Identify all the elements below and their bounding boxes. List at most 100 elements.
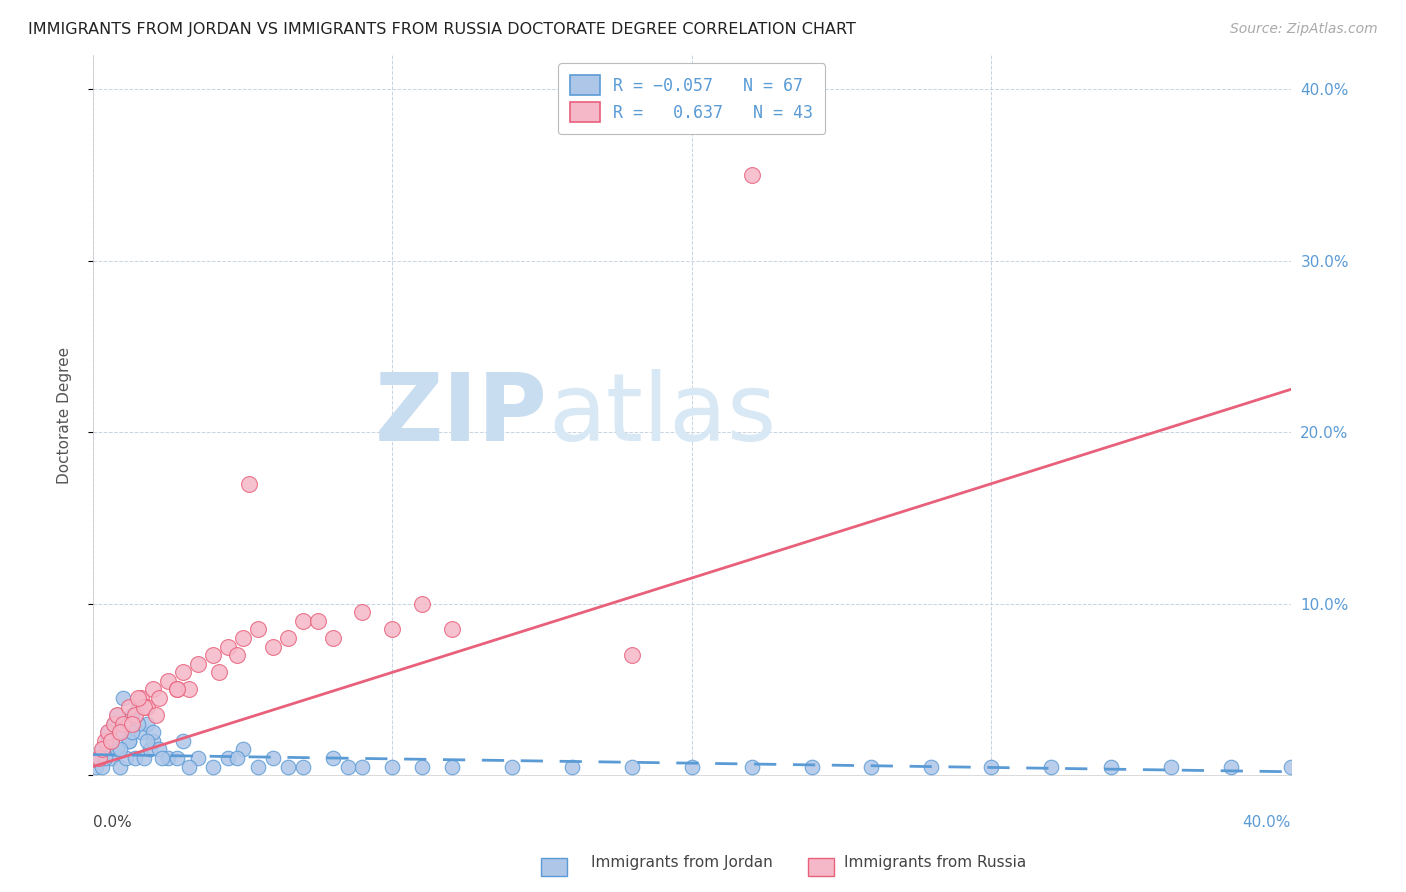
Point xyxy=(352,759,374,773)
Point xyxy=(108,759,131,773)
Point xyxy=(132,699,155,714)
Point xyxy=(1040,759,1063,773)
Point xyxy=(322,631,344,645)
Text: Immigrants from Jordan: Immigrants from Jordan xyxy=(591,855,772,870)
Point xyxy=(156,751,179,765)
Point xyxy=(291,759,314,773)
Point xyxy=(100,734,122,748)
Text: Immigrants from Russia: Immigrants from Russia xyxy=(844,855,1026,870)
Point xyxy=(336,759,359,773)
Point xyxy=(87,751,110,765)
Point xyxy=(620,648,643,662)
Point xyxy=(100,734,122,748)
Point xyxy=(108,742,131,756)
Point xyxy=(100,751,122,765)
Point xyxy=(121,725,143,739)
Point xyxy=(94,751,117,765)
Point xyxy=(177,682,200,697)
Point xyxy=(94,742,117,756)
Point xyxy=(105,708,128,723)
Point xyxy=(741,759,763,773)
Point xyxy=(166,682,188,697)
Point xyxy=(91,759,114,773)
Point xyxy=(225,751,247,765)
Point xyxy=(501,759,523,773)
Point xyxy=(1099,759,1122,773)
Text: Source: ZipAtlas.com: Source: ZipAtlas.com xyxy=(1230,22,1378,37)
Point xyxy=(352,605,374,619)
Point xyxy=(411,597,433,611)
Point xyxy=(150,751,173,765)
Point xyxy=(84,759,107,773)
Point xyxy=(135,734,157,748)
Point xyxy=(97,734,120,748)
Point xyxy=(132,751,155,765)
Point xyxy=(246,759,269,773)
Point xyxy=(166,751,188,765)
Point xyxy=(232,742,254,756)
Point xyxy=(124,708,146,723)
Y-axis label: Doctorate Degree: Doctorate Degree xyxy=(58,347,72,483)
Point xyxy=(232,631,254,645)
Point xyxy=(201,648,224,662)
Point xyxy=(187,751,209,765)
Point xyxy=(108,725,131,739)
Point xyxy=(111,725,134,739)
Point xyxy=(1160,759,1182,773)
Point xyxy=(208,665,231,680)
Point xyxy=(411,759,433,773)
Point xyxy=(800,759,823,773)
Point xyxy=(277,759,299,773)
Point xyxy=(139,742,162,756)
Point xyxy=(441,623,464,637)
Point xyxy=(381,623,404,637)
Point xyxy=(105,708,128,723)
Point xyxy=(860,759,883,773)
Text: 40.0%: 40.0% xyxy=(1243,814,1291,830)
Point xyxy=(127,699,149,714)
Point xyxy=(172,665,194,680)
Point xyxy=(118,734,141,748)
Point xyxy=(115,751,138,765)
Point xyxy=(142,682,165,697)
Point xyxy=(118,699,141,714)
Point xyxy=(121,716,143,731)
Point xyxy=(118,734,141,748)
Point xyxy=(620,759,643,773)
Point xyxy=(87,751,110,765)
Point xyxy=(381,759,404,773)
Text: atlas: atlas xyxy=(548,369,776,461)
Point xyxy=(262,751,284,765)
Point xyxy=(124,751,146,765)
Point xyxy=(103,716,125,731)
Point xyxy=(91,742,114,756)
Point xyxy=(145,708,167,723)
Point xyxy=(920,759,942,773)
Legend: R = −0.057   N = 67, R =   0.637   N = 43: R = −0.057 N = 67, R = 0.637 N = 43 xyxy=(558,63,825,134)
Point xyxy=(681,759,703,773)
Point xyxy=(441,759,464,773)
Point xyxy=(187,657,209,671)
Point xyxy=(201,759,224,773)
Point xyxy=(94,734,117,748)
Point xyxy=(135,716,157,731)
Point xyxy=(142,725,165,739)
Point xyxy=(277,631,299,645)
Point xyxy=(291,614,314,628)
Point xyxy=(1279,759,1302,773)
Point xyxy=(262,640,284,654)
Point xyxy=(142,734,165,748)
Text: IMMIGRANTS FROM JORDAN VS IMMIGRANTS FROM RUSSIA DOCTORATE DEGREE CORRELATION CH: IMMIGRANTS FROM JORDAN VS IMMIGRANTS FRO… xyxy=(28,22,856,37)
Point xyxy=(980,759,1002,773)
Point xyxy=(111,716,134,731)
Point xyxy=(561,759,583,773)
Point xyxy=(322,751,344,765)
Point xyxy=(111,691,134,706)
Point xyxy=(105,742,128,756)
Point xyxy=(741,168,763,182)
Point xyxy=(97,725,120,739)
Point xyxy=(121,708,143,723)
Point xyxy=(172,734,194,748)
Point xyxy=(103,716,125,731)
Point xyxy=(246,623,269,637)
